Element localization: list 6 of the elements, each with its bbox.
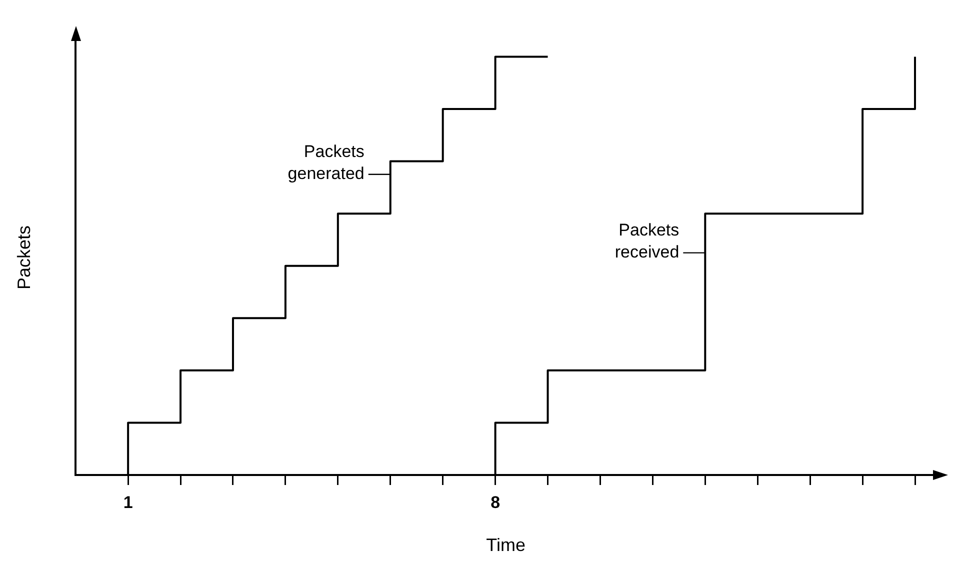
- x-tick-label: 8: [490, 492, 500, 512]
- y-axis-title: Packets: [14, 225, 34, 290]
- x-tick-label: 1: [123, 492, 133, 512]
- x-axis-title: Time: [486, 535, 526, 556]
- annotation: Packets generated: [288, 142, 364, 184]
- annotation: Packets received: [614, 220, 680, 262]
